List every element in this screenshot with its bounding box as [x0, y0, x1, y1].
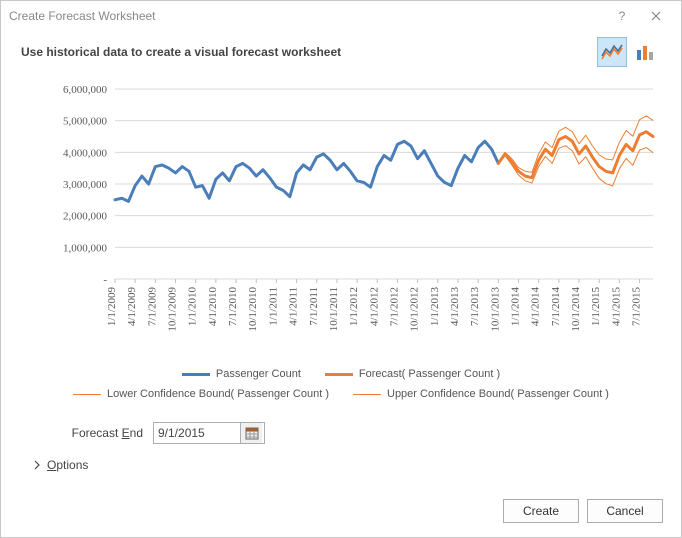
svg-text:4/1/2009: 4/1/2009	[126, 287, 138, 327]
svg-text:10/1/2014: 10/1/2014	[570, 287, 582, 332]
svg-text:4/1/2010: 4/1/2010	[207, 287, 219, 327]
svg-text:7/1/2014: 7/1/2014	[550, 287, 562, 327]
forecast-end-row: Forecast End	[21, 422, 661, 444]
legend-item-history: Passenger Count	[182, 368, 301, 380]
svg-text:10/1/2013: 10/1/2013	[489, 287, 501, 332]
svg-text:4/1/2011: 4/1/2011	[288, 287, 300, 326]
svg-text:4/1/2013: 4/1/2013	[449, 287, 461, 327]
line-chart-icon	[601, 42, 623, 62]
help-icon[interactable]: ?	[605, 4, 639, 28]
svg-text:3,000,000: 3,000,000	[63, 179, 108, 191]
chart-type-group	[597, 37, 661, 67]
forecast-end-field-wrapper	[153, 422, 265, 444]
svg-text:5,000,000: 5,000,000	[63, 116, 108, 128]
svg-text:-: -	[103, 274, 107, 286]
svg-text:4/1/2012: 4/1/2012	[368, 287, 380, 326]
forecast-chart: - 1,000,000 2,000,000 3,000,000 4,000,000 5,0…	[21, 79, 661, 362]
svg-text:1/1/2011: 1/1/2011	[267, 287, 279, 326]
svg-text:4/1/2015: 4/1/2015	[610, 287, 622, 327]
svg-text:10/1/2012: 10/1/2012	[409, 287, 421, 332]
legend-item-upper: Upper Confidence Bound( Passenger Count …	[353, 388, 609, 400]
window-title: Create Forecast Worksheet	[9, 9, 605, 23]
svg-text:7/1/2012: 7/1/2012	[388, 287, 400, 326]
svg-text:1/1/2012: 1/1/2012	[348, 287, 360, 326]
create-button[interactable]: Create	[503, 499, 579, 523]
svg-text:1,000,000: 1,000,000	[63, 242, 108, 254]
column-chart-icon	[635, 42, 657, 62]
legend-item-lower: Lower Confidence Bound( Passenger Count …	[73, 388, 329, 400]
chart-type-column-button[interactable]	[631, 37, 661, 67]
forecast-end-label: Forecast End	[45, 426, 143, 440]
svg-text:7/1/2013: 7/1/2013	[469, 287, 481, 327]
calendar-icon	[245, 426, 259, 440]
svg-text:4,000,000: 4,000,000	[63, 147, 108, 159]
options-toggle[interactable]: Options	[21, 458, 661, 472]
svg-text:1/1/2010: 1/1/2010	[187, 287, 199, 327]
svg-text:1/1/2014: 1/1/2014	[510, 287, 522, 327]
svg-text:1/1/2013: 1/1/2013	[429, 287, 441, 327]
date-picker-button[interactable]	[240, 423, 262, 443]
svg-text:6,000,000: 6,000,000	[63, 84, 108, 96]
chevron-right-icon	[33, 460, 41, 470]
svg-text:7/1/2009: 7/1/2009	[146, 287, 158, 327]
legend-item-forecast: Forecast( Passenger Count )	[325, 368, 500, 380]
legend-label: Passenger Count	[216, 368, 301, 380]
svg-text:10/1/2010: 10/1/2010	[247, 287, 259, 332]
close-icon[interactable]	[639, 4, 673, 28]
legend: Passenger Count Forecast( Passenger Coun…	[21, 362, 661, 402]
create-forecast-dialog: Create Forecast Worksheet ? Use historic…	[0, 0, 682, 538]
svg-text:2,000,000: 2,000,000	[63, 211, 108, 223]
cancel-button[interactable]: Cancel	[587, 499, 663, 523]
svg-text:7/1/2011: 7/1/2011	[308, 287, 320, 326]
svg-text:4/1/2014: 4/1/2014	[530, 287, 542, 327]
svg-text:1/1/2015: 1/1/2015	[590, 287, 602, 327]
svg-text:7/1/2015: 7/1/2015	[631, 287, 643, 327]
svg-text:1/1/2009: 1/1/2009	[106, 287, 118, 327]
chart-type-line-button[interactable]	[597, 37, 627, 67]
svg-text:7/1/2010: 7/1/2010	[227, 287, 239, 327]
svg-text:10/1/2009: 10/1/2009	[167, 287, 179, 332]
instruction-text: Use historical data to create a visual f…	[21, 45, 341, 59]
svg-text:10/1/2011: 10/1/2011	[328, 287, 340, 331]
titlebar: Create Forecast Worksheet ?	[1, 1, 681, 31]
legend-label: Forecast( Passenger Count )	[359, 368, 500, 380]
legend-label: Upper Confidence Bound( Passenger Count …	[387, 388, 609, 400]
legend-label: Lower Confidence Bound( Passenger Count …	[107, 388, 329, 400]
forecast-end-input[interactable]	[154, 426, 240, 440]
